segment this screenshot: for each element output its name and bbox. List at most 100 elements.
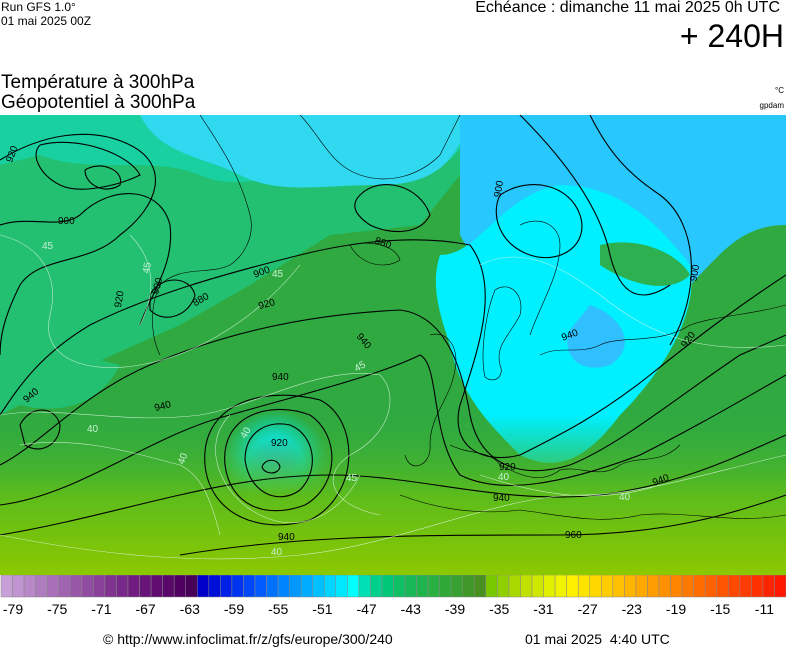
scale-label: -47 <box>356 601 376 617</box>
scale-swatch <box>127 575 140 598</box>
scale-swatch <box>208 575 221 598</box>
forecast-horizon: + 240H <box>679 18 784 54</box>
scale-swatch <box>485 575 498 598</box>
scale-swatch <box>35 575 48 598</box>
scale-label: -39 <box>445 601 465 617</box>
scale-swatch <box>323 575 337 598</box>
scale-label: -43 <box>401 601 421 617</box>
scale-label: -55 <box>268 601 288 617</box>
title-geopotential: Géopotentiel à 300hPa <box>1 92 196 113</box>
contour-label: 940 <box>153 399 172 414</box>
color-scale: -79 -75 -71 -67 -63 -59 -55 -51 -47 -43 -39 -35 -31 -… <box>0 575 786 617</box>
scale-swatch <box>347 575 360 598</box>
scale-swatch <box>566 575 579 598</box>
scale-swatch <box>254 575 267 598</box>
scale-label: -63 <box>180 601 200 617</box>
scale-swatch <box>647 575 660 598</box>
scale-swatch <box>462 575 475 598</box>
isotherm-label: 40 <box>239 425 254 441</box>
scale-label: -19 <box>666 601 686 617</box>
contour-label: 920 <box>257 297 276 312</box>
contour-label: 920 <box>499 462 516 473</box>
forecast-time: Echéance : dimanche 11 mai 2025 0h UTC <box>475 0 780 16</box>
scale-label: -11 <box>755 601 774 617</box>
scale-swatch <box>439 575 452 598</box>
title-temperature: Température à 300hPa <box>1 72 195 93</box>
scale-swatch <box>693 575 706 598</box>
isotherm-labels: 45 45 45 45 45 40 40 40 40 40 40 <box>42 241 631 558</box>
scale-swatch <box>554 575 567 598</box>
scale-swatch <box>81 575 94 598</box>
isotherm-label: 40 <box>498 472 510 483</box>
scale-swatch <box>220 575 233 598</box>
scale-swatch <box>116 575 129 598</box>
scale-swatch <box>681 575 694 598</box>
scale-swatch <box>162 575 175 598</box>
contour-label: 900 <box>492 179 506 198</box>
scale-swatch <box>277 575 290 598</box>
scale-swatch <box>704 575 717 598</box>
scale-label: -71 <box>91 601 111 617</box>
scale-swatch <box>23 575 36 598</box>
scale-label: -51 <box>312 601 332 617</box>
isotherm-label: 40 <box>271 547 283 558</box>
scale-swatch <box>728 575 741 598</box>
scale-label: -67 <box>135 601 155 617</box>
scale-swatch <box>335 575 348 598</box>
scale-swatch <box>93 575 106 598</box>
scale-label: -59 <box>224 601 244 617</box>
scale-swatch <box>543 575 556 598</box>
scale-swatch <box>658 575 671 598</box>
scale-label: -23 <box>622 601 642 617</box>
scale-label: -27 <box>577 601 597 617</box>
scale-swatch <box>670 575 683 598</box>
scale-swatch <box>243 575 256 598</box>
scale-swatch <box>612 575 625 598</box>
scale-swatch <box>173 575 186 598</box>
scale-swatch <box>774 575 786 598</box>
scale-swatch <box>762 575 775 598</box>
isotherm-label: 40 <box>619 492 631 503</box>
scale-swatch <box>58 575 71 598</box>
scale-swatch <box>150 575 163 598</box>
generated-time: 01 mai 2025 4:40 UTC <box>525 631 670 647</box>
contour-label: 900 <box>58 216 75 227</box>
scale-swatch <box>12 575 25 598</box>
scale-swatch <box>497 575 510 598</box>
isotherm-label: 45 <box>272 269 284 280</box>
isotherm-label: 45 <box>346 473 358 484</box>
scale-label: -35 <box>489 601 509 617</box>
run-label: Run GFS 1.0° <box>1 0 76 14</box>
scale-swatch <box>531 575 544 598</box>
contour-label: 940 <box>278 532 295 543</box>
scale-swatch <box>370 575 383 598</box>
scale-swatch <box>624 575 637 598</box>
isotherm-label: 45 <box>353 359 369 374</box>
scale-swatch <box>185 575 198 598</box>
scale-label: -15 <box>710 601 730 617</box>
scale-swatch <box>381 575 394 598</box>
scale-swatch <box>577 575 590 598</box>
source-url: © http://www.infoclimat.fr/z/gfs/europe/… <box>103 631 393 647</box>
scale-swatch <box>716 575 729 598</box>
scale-swatch <box>450 575 464 598</box>
scale-swatch <box>589 575 602 598</box>
scale-swatch <box>393 575 406 598</box>
contour-label: 940 <box>493 493 510 504</box>
contour-label: 900 <box>688 263 702 282</box>
contour-label: 900 <box>150 276 165 295</box>
scale-swatch <box>104 575 117 598</box>
scale-swatch <box>266 575 279 598</box>
scale-swatch <box>289 575 302 598</box>
isotherm-label: 40 <box>176 451 190 466</box>
scale-swatch <box>70 575 83 598</box>
scale-label: -79 <box>3 601 23 617</box>
scale-swatch <box>635 575 648 598</box>
scale-swatch <box>358 575 371 598</box>
isotherm-label: 40 <box>87 424 99 435</box>
scale-swatch <box>739 575 752 598</box>
run-date: 01 mai 2025 00Z <box>1 14 92 28</box>
scale-swatch <box>751 575 764 598</box>
scale-swatch <box>601 575 614 598</box>
geopotential-contours <box>0 115 786 556</box>
